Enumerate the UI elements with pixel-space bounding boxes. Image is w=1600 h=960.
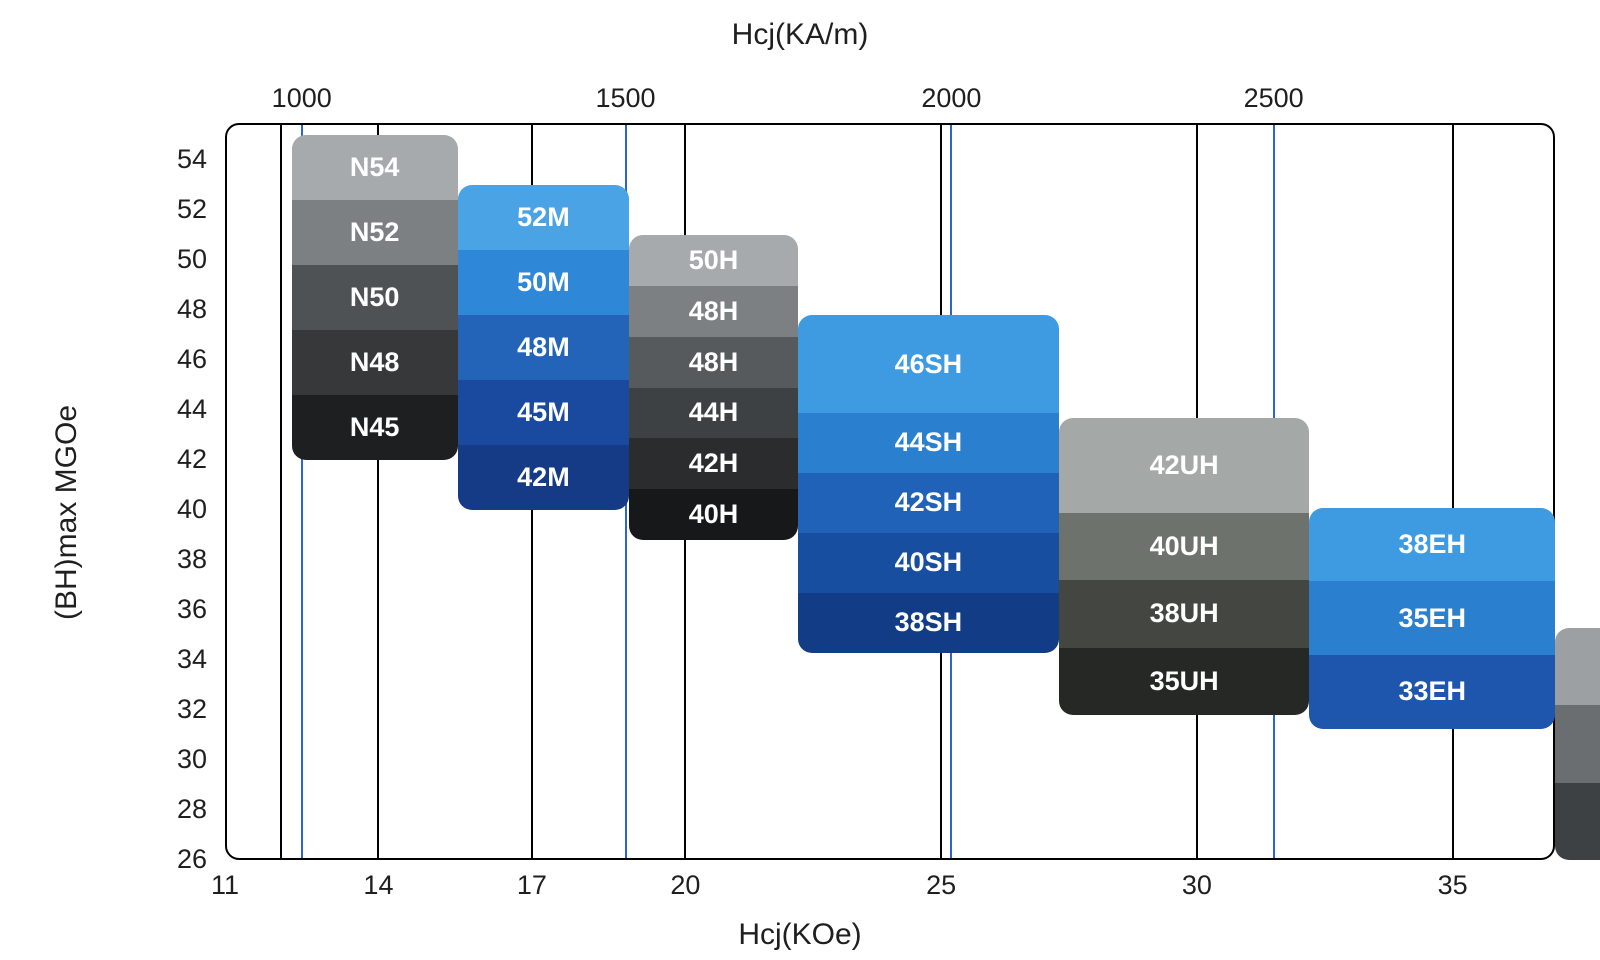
grade-block: 42SH: [798, 473, 1059, 533]
grade-block: 28AH: [1555, 783, 1600, 860]
grade-block: 48M: [458, 315, 629, 380]
grade-block: N45: [292, 395, 458, 460]
grade-block: N54: [292, 135, 458, 200]
grade-block: 42M: [458, 445, 629, 510]
y-tick-label: 54: [177, 144, 207, 175]
y-tick-label: 52: [177, 194, 207, 225]
grade-block: 30AH: [1555, 705, 1600, 782]
y-tick-label: 32: [177, 694, 207, 725]
grade-stack-h: 50H48H48H44H42H40H: [629, 0, 798, 960]
grade-block: 46SH: [798, 315, 1059, 412]
x-bottom-tick-label: 11: [195, 870, 255, 901]
grade-block: 38EH: [1309, 508, 1555, 582]
grade-block: 33AH: [1555, 628, 1600, 705]
y-tick-label: 44: [177, 394, 207, 425]
grade-block: 35EH: [1309, 581, 1555, 655]
grade-block: 48H: [629, 286, 798, 337]
y-tick-label: 48: [177, 294, 207, 325]
grade-block: N48: [292, 330, 458, 395]
grade-block: 45M: [458, 380, 629, 445]
y-axis-title: (BH)max MGOe: [50, 405, 84, 620]
y-tick-label: 50: [177, 244, 207, 275]
y-tick-label: 34: [177, 644, 207, 675]
grade-block: 38UH: [1059, 580, 1310, 647]
grade-block: 52M: [458, 185, 629, 250]
magnet-grade-chart: Hcj(KA/m) (BH)max MGOe Hcj(KOe) 26283032…: [0, 0, 1600, 960]
grade-stack-ah: 33AH30AH28AH: [1555, 0, 1600, 960]
grade-stack-sh: 46SH44SH42SH40SH38SH: [798, 0, 1059, 960]
grade-block: 35UH: [1059, 648, 1310, 715]
grade-stack-uh: 42UH40UH38UH35UH: [1059, 0, 1310, 960]
grade-block: 50H: [629, 235, 798, 286]
y-tick-label: 46: [177, 344, 207, 375]
grade-stack-m: 52M50M48M45M42M: [458, 0, 629, 960]
grade-stack-n: N54N52N50N48N45: [292, 0, 458, 960]
y-tick-label: 30: [177, 744, 207, 775]
grade-stack-eh: 38EH35EH33EH: [1309, 0, 1555, 960]
grade-block: 40UH: [1059, 513, 1310, 580]
y-tick-label: 36: [177, 594, 207, 625]
y-tick-label: 42: [177, 444, 207, 475]
grade-block: 42UH: [1059, 418, 1310, 513]
y-tick-label: 38: [177, 544, 207, 575]
grade-block: 38SH: [798, 593, 1059, 653]
grade-block: 50M: [458, 250, 629, 315]
y-tick-label: 28: [177, 794, 207, 825]
vertical-gridline: [280, 125, 282, 858]
grade-block: 44H: [629, 388, 798, 439]
grade-block: 42H: [629, 438, 798, 489]
grade-block: N50: [292, 265, 458, 330]
grade-block: N52: [292, 200, 458, 265]
grade-block: 48H: [629, 337, 798, 388]
grade-block: 33EH: [1309, 655, 1555, 729]
grade-block: 40H: [629, 489, 798, 540]
grade-block: 40SH: [798, 533, 1059, 593]
y-tick-label: 40: [177, 494, 207, 525]
grade-block: 44SH: [798, 413, 1059, 473]
